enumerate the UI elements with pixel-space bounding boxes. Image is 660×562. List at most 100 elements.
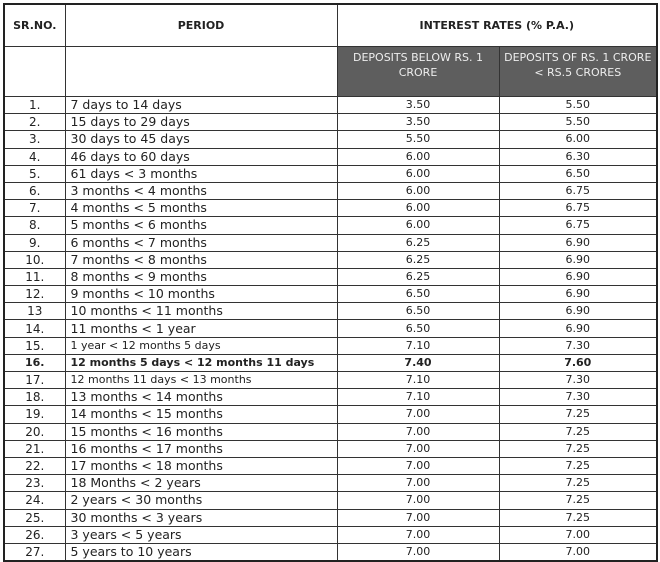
table-row: 26. 3 years < 5 years 7.00 7.00 (3, 525, 658, 544)
period-cell: 15 days to 29 days (64, 113, 338, 132)
rate-below-1-crore-cell: 5.50 (336, 130, 500, 149)
rate-1-to-5-crores-cell: 6.90 (498, 267, 658, 287)
period-cell: 6 months < 7 months (64, 233, 338, 252)
period-cell: 61 days < 3 months (64, 164, 338, 183)
sr-no-cell: 1. (3, 95, 66, 115)
sr-no-cell: 5. (3, 164, 66, 183)
rate-below-1-crore-cell: 6.50 (336, 319, 500, 338)
sr-no-cell: 16. (3, 353, 66, 373)
table-row: 11. 8 months < 9 months 6.25 6.90 (3, 267, 658, 287)
header-blank-sr (3, 46, 66, 97)
rate-below-1-crore-cell: 7.10 (336, 336, 500, 355)
period-cell: 11 months < 1 year (64, 319, 338, 338)
table-row: 16. 12 months 5 days < 12 months 11 days 7… (3, 353, 658, 373)
table-row: 5. 61 days < 3 months 6.00 6.50 (3, 164, 658, 183)
rate-1-to-5-crores-cell: 7.25 (498, 405, 658, 424)
period-cell: 30 months < 3 years (64, 508, 338, 527)
sr-no-cell: 11. (3, 267, 66, 287)
table-row: 19. 14 months < 15 months 7.00 7.25 (3, 405, 658, 424)
table-row: 17. 12 months 11 days < 13 months 7.10 7.30 (3, 370, 658, 390)
table-row: 8. 5 months < 6 months 6.00 6.75 (3, 216, 658, 235)
period-cell: 46 days to 60 days (64, 147, 338, 166)
sr-no-cell: 12. (3, 285, 66, 304)
rate-1-to-5-crores-cell: 6.30 (498, 147, 658, 166)
table-row: 22. 17 months < 18 months 7.00 7.25 (3, 456, 658, 476)
sr-no-cell: 17. (3, 370, 66, 390)
rate-1-to-5-crores-cell: 7.30 (498, 388, 658, 407)
sr-no-cell: 6. (3, 181, 66, 201)
table-row: 3. 30 days to 45 days 5.50 6.00 (3, 130, 658, 149)
rate-1-to-5-crores-cell: 6.00 (498, 130, 658, 149)
period-cell: 10 months < 11 months (64, 302, 338, 321)
period-cell: 5 years to 10 years (64, 542, 338, 562)
rate-below-1-crore-cell: 6.50 (336, 285, 500, 304)
header-sr-no: SR.NO. (3, 3, 66, 47)
period-cell: 7 months < 8 months (64, 250, 338, 269)
period-cell: 12 months 5 days < 12 months 11 days (64, 353, 338, 373)
table-row: 2. 15 days to 29 days 3.50 5.50 (3, 113, 658, 132)
rate-1-to-5-crores-cell: 6.90 (498, 250, 658, 269)
rate-below-1-crore-cell: 6.00 (336, 199, 500, 218)
rate-below-1-crore-cell: 7.00 (336, 405, 500, 424)
sr-no-cell: 14. (3, 319, 66, 338)
interest-rate-table: SR.NO. PERIOD INTEREST RATES (% P.A.) DE… (3, 3, 659, 562)
rate-below-1-crore-cell: 3.50 (336, 113, 500, 132)
table-row: 9. 6 months < 7 months 6.25 6.90 (3, 233, 658, 252)
rate-below-1-crore-cell: 7.10 (336, 388, 500, 407)
sr-no-cell: 7. (3, 199, 66, 218)
sr-no-cell: 24. (3, 491, 66, 510)
sr-no-cell: 9. (3, 233, 66, 252)
table-row: 15. 1 year < 12 months 5 days 7.10 7.30 (3, 336, 658, 355)
sr-no-cell: 26. (3, 525, 66, 544)
sr-no-cell: 15. (3, 336, 66, 355)
sr-no-cell: 18. (3, 388, 66, 407)
sr-no-cell: 19. (3, 405, 66, 424)
period-cell: 12 months 11 days < 13 months (64, 370, 338, 390)
period-cell: 30 days to 45 days (64, 130, 338, 149)
sr-no-cell: 3. (3, 130, 66, 149)
sr-no-cell: 27. (3, 542, 66, 562)
rate-1-to-5-crores-cell: 6.90 (498, 285, 658, 304)
header-blank-period (64, 46, 338, 97)
rate-1-to-5-crores-cell: 7.25 (498, 474, 658, 493)
table-row: 13 10 months < 11 months 6.50 6.90 (3, 302, 658, 321)
rate-below-1-crore-cell: 3.50 (336, 95, 500, 115)
rate-below-1-crore-cell: 7.10 (336, 370, 500, 390)
header-below-1-crore: DEPOSITS BELOW RS. 1 CRORE (336, 46, 500, 97)
rate-1-to-5-crores-cell: 7.60 (498, 353, 658, 373)
period-cell: 3 months < 4 months (64, 181, 338, 201)
table-row: 27. 5 years to 10 years 7.00 7.00 (3, 542, 658, 562)
period-cell: 8 months < 9 months (64, 267, 338, 287)
rate-1-to-5-crores-cell: 7.00 (498, 542, 658, 562)
rate-below-1-crore-cell: 6.25 (336, 267, 500, 287)
rate-1-to-5-crores-cell: 7.30 (498, 370, 658, 390)
period-cell: 3 years < 5 years (64, 525, 338, 544)
table-row: 4. 46 days to 60 days 6.00 6.30 (3, 147, 658, 166)
period-cell: 18 Months < 2 years (64, 474, 338, 493)
rate-1-to-5-crores-cell: 7.25 (498, 491, 658, 510)
sr-no-cell: 8. (3, 216, 66, 235)
rate-1-to-5-crores-cell: 7.30 (498, 336, 658, 355)
rate-below-1-crore-cell: 6.00 (336, 181, 500, 201)
period-cell: 5 months < 6 months (64, 216, 338, 235)
rate-below-1-crore-cell: 7.00 (336, 439, 500, 458)
sr-no-cell: 10. (3, 250, 66, 269)
table-row: 24. 2 years < 30 months 7.00 7.25 (3, 491, 658, 510)
sr-no-cell: 20. (3, 422, 66, 441)
sr-no-cell: 22. (3, 456, 66, 476)
period-cell: 9 months < 10 months (64, 285, 338, 304)
rate-1-to-5-crores-cell: 5.50 (498, 95, 658, 115)
rate-below-1-crore-cell: 6.00 (336, 147, 500, 166)
rate-1-to-5-crores-cell: 6.75 (498, 181, 658, 201)
rate-1-to-5-crores-cell: 6.90 (498, 233, 658, 252)
header-1-to-5-crores: DEPOSITS OF RS. 1 CRORE < RS.5 CRORES (498, 46, 658, 97)
rate-below-1-crore-cell: 7.00 (336, 474, 500, 493)
header-period: PERIOD (64, 3, 338, 47)
rate-1-to-5-crores-cell: 5.50 (498, 113, 658, 132)
rate-below-1-crore-cell: 6.25 (336, 250, 500, 269)
table-row: 10. 7 months < 8 months 6.25 6.90 (3, 250, 658, 269)
rate-1-to-5-crores-cell: 6.90 (498, 319, 658, 338)
rate-1-to-5-crores-cell: 7.25 (498, 456, 658, 476)
sr-no-cell: 4. (3, 147, 66, 166)
table-row: 18. 13 months < 14 months 7.10 7.30 (3, 388, 658, 407)
